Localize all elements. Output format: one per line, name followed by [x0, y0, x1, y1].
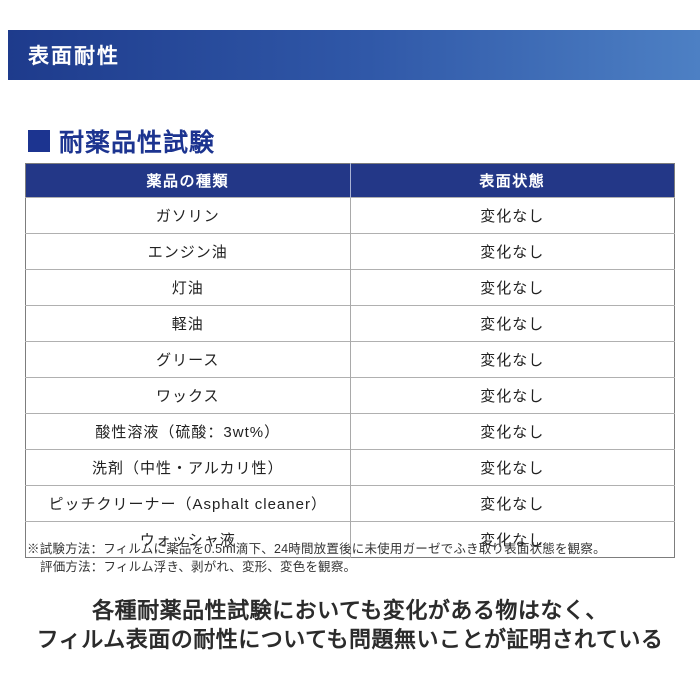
cell-surface-state: 変化なし: [349, 197, 675, 234]
cell-chemical-type: 酸性溶液（硫酸：3wt%）: [25, 413, 350, 450]
cell-surface-state: 変化なし: [349, 413, 675, 450]
page-header-bar: 表面耐性: [8, 30, 700, 80]
chemical-resistance-table: 薬品の種類 表面状態 ガソリン 変化なし エンジン油 変化なし 灯油 変化なし 軽油 変化なし…: [25, 163, 675, 558]
column-header-chemical-type: 薬品の種類: [25, 163, 350, 198]
cell-chemical-type: 灯油: [25, 269, 350, 306]
cell-surface-state: 変化なし: [349, 485, 675, 522]
footnote-line-1: ※試験方法：フィルムに薬品を0.5ml滴下、24時間放置後に未使用ガーゼでふき取…: [27, 542, 606, 556]
cell-surface-state: 変化なし: [349, 269, 675, 306]
summary-line-2: フィルム表面の耐性についても問題無いことが証明されている: [36, 626, 664, 652]
cell-surface-state: 変化なし: [349, 341, 675, 378]
cell-surface-state: 変化なし: [349, 233, 675, 270]
cell-chemical-type: グリース: [25, 341, 350, 378]
table-row: 軽油 変化なし: [25, 305, 675, 342]
cell-chemical-type: ピッチクリーナー（Asphalt cleaner）: [25, 485, 350, 522]
footnote: ※試験方法：フィルムに薬品を0.5ml滴下、24時間放置後に未使用ガーゼでふき取…: [27, 541, 606, 576]
cell-surface-state: 変化なし: [349, 449, 675, 486]
cell-chemical-type: ウォッシャ液: [25, 521, 350, 558]
square-bullet-icon: [28, 130, 50, 152]
cell-chemical-type: ガソリン: [25, 197, 350, 234]
table-row: エンジン油 変化なし: [25, 233, 675, 270]
footnote-line-2: 評価方法：フィルム浮き、剥がれ、変形、変色を観察。: [40, 559, 357, 574]
table-row: ガソリン 変化なし: [25, 197, 675, 234]
section-title-text: 耐薬品性試験: [59, 129, 216, 157]
table-row: ピッチクリーナー（Asphalt cleaner） 変化なし: [25, 485, 675, 522]
table-row: 酸性溶液（硫酸：3wt%） 変化なし: [25, 413, 675, 450]
table-header-row: 薬品の種類 表面状態: [25, 163, 675, 198]
cell-chemical-type: 軽油: [25, 305, 350, 342]
table-row: グリース 変化なし: [25, 341, 675, 378]
section-title: 耐薬品性試験: [28, 123, 215, 159]
cell-surface-state: 変化なし: [349, 377, 675, 414]
cell-chemical-type: ワックス: [25, 377, 350, 414]
page-header-title: 表面耐性: [28, 45, 120, 68]
table-row: 洗剤（中性・アルカリ性） 変化なし: [25, 449, 675, 486]
column-header-surface-state: 表面状態: [349, 163, 675, 198]
cell-chemical-type: 洗剤（中性・アルカリ性）: [25, 449, 350, 486]
summary-line-1: 各種耐薬品性試験においても変化がある物はなく、: [92, 598, 608, 623]
summary-text: 各種耐薬品性試験においても変化がある物はなく、 フィルム表面の耐性についても問題…: [0, 597, 700, 654]
table-body: ガソリン 変化なし エンジン油 変化なし 灯油 変化なし 軽油 変化なし グリース 変化なし ワック…: [25, 197, 675, 558]
cell-chemical-type: エンジン油: [25, 233, 350, 270]
cell-surface-state: 変化なし: [349, 521, 675, 558]
table-row: ウォッシャ液 変化なし: [25, 521, 675, 558]
table-row: 灯油 変化なし: [25, 269, 675, 306]
table-row: ワックス 変化なし: [25, 377, 675, 414]
cell-surface-state: 変化なし: [349, 305, 675, 342]
